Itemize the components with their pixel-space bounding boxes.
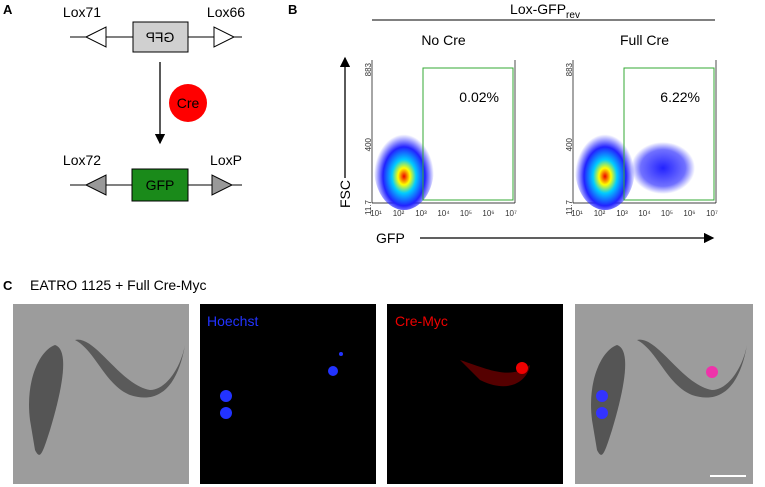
density bbox=[631, 142, 695, 194]
plot-title: No Cre bbox=[421, 32, 466, 48]
y-tick-label: 400 bbox=[364, 137, 373, 151]
gene-box bbox=[132, 21, 189, 53]
lox-site bbox=[84, 174, 107, 196]
x-tick-label: 10⁶ bbox=[482, 209, 494, 218]
x-tick-label: 10⁶ bbox=[683, 209, 695, 218]
x-tick-label: 10⁴ bbox=[437, 209, 450, 218]
lox-site bbox=[211, 174, 234, 196]
y-tick-label: 883 bbox=[565, 62, 574, 76]
density bbox=[575, 126, 635, 210]
gate bbox=[623, 67, 715, 201]
y-tick-label: 883 bbox=[364, 62, 373, 76]
x-tick-label: 10⁷ bbox=[706, 209, 718, 218]
gene-box bbox=[131, 168, 189, 202]
x-tick-label: 10¹ bbox=[370, 209, 382, 218]
x-tick-label: 10⁵ bbox=[460, 209, 472, 218]
lox-site bbox=[84, 26, 107, 48]
micrograph bbox=[387, 304, 563, 484]
plot-title: Full Cre bbox=[620, 32, 669, 48]
density bbox=[374, 126, 434, 210]
site-label: Lox72 bbox=[63, 152, 101, 168]
panel-label: C bbox=[3, 278, 13, 293]
channel-label: Hoechst bbox=[207, 313, 258, 329]
channel-label: Cre-Myc bbox=[395, 313, 448, 329]
y-tick-label: 400 bbox=[565, 137, 574, 151]
gene-label: GFP bbox=[146, 29, 175, 45]
micrograph bbox=[575, 304, 753, 484]
x-tick-label: 10¹ bbox=[571, 209, 583, 218]
site-label: LoxP bbox=[210, 152, 242, 168]
lox-site bbox=[213, 26, 236, 48]
title-main: Lox-GFP bbox=[510, 1, 566, 17]
panel-title: Lox-GFPrev bbox=[510, 1, 580, 21]
y-tick-label: 11.7 bbox=[565, 199, 574, 215]
site-label: Lox71 bbox=[63, 4, 101, 20]
micrograph bbox=[13, 304, 189, 484]
x-tick-label: 10⁴ bbox=[638, 209, 651, 218]
panel-label: B bbox=[288, 2, 297, 17]
site-label: Lox66 bbox=[207, 4, 245, 20]
x-tick-label: 10² bbox=[393, 209, 405, 218]
x-tick-label: 10³ bbox=[616, 209, 628, 218]
y-axis-label: FSC bbox=[337, 180, 353, 208]
gate-percent: 6.22% bbox=[660, 89, 700, 105]
panel-title: EATRO 1125 + Full Cre-Myc bbox=[30, 277, 206, 293]
x-axis-label: GFP bbox=[376, 230, 405, 246]
x-tick-label: 10⁵ bbox=[661, 209, 673, 218]
gate-percent: 0.02% bbox=[459, 89, 499, 105]
enzyme-label: Cre bbox=[177, 95, 200, 111]
panel-label: A bbox=[3, 2, 13, 17]
gate bbox=[422, 67, 514, 201]
title-sub: rev bbox=[566, 10, 580, 21]
cre-circle bbox=[169, 84, 207, 122]
x-tick-label: 10² bbox=[594, 209, 606, 218]
gene-label: GFP bbox=[146, 177, 175, 193]
x-tick-label: 10³ bbox=[415, 209, 427, 218]
y-tick-label: 11.7 bbox=[364, 199, 373, 215]
micrograph bbox=[200, 304, 376, 484]
x-tick-label: 10⁷ bbox=[505, 209, 517, 218]
